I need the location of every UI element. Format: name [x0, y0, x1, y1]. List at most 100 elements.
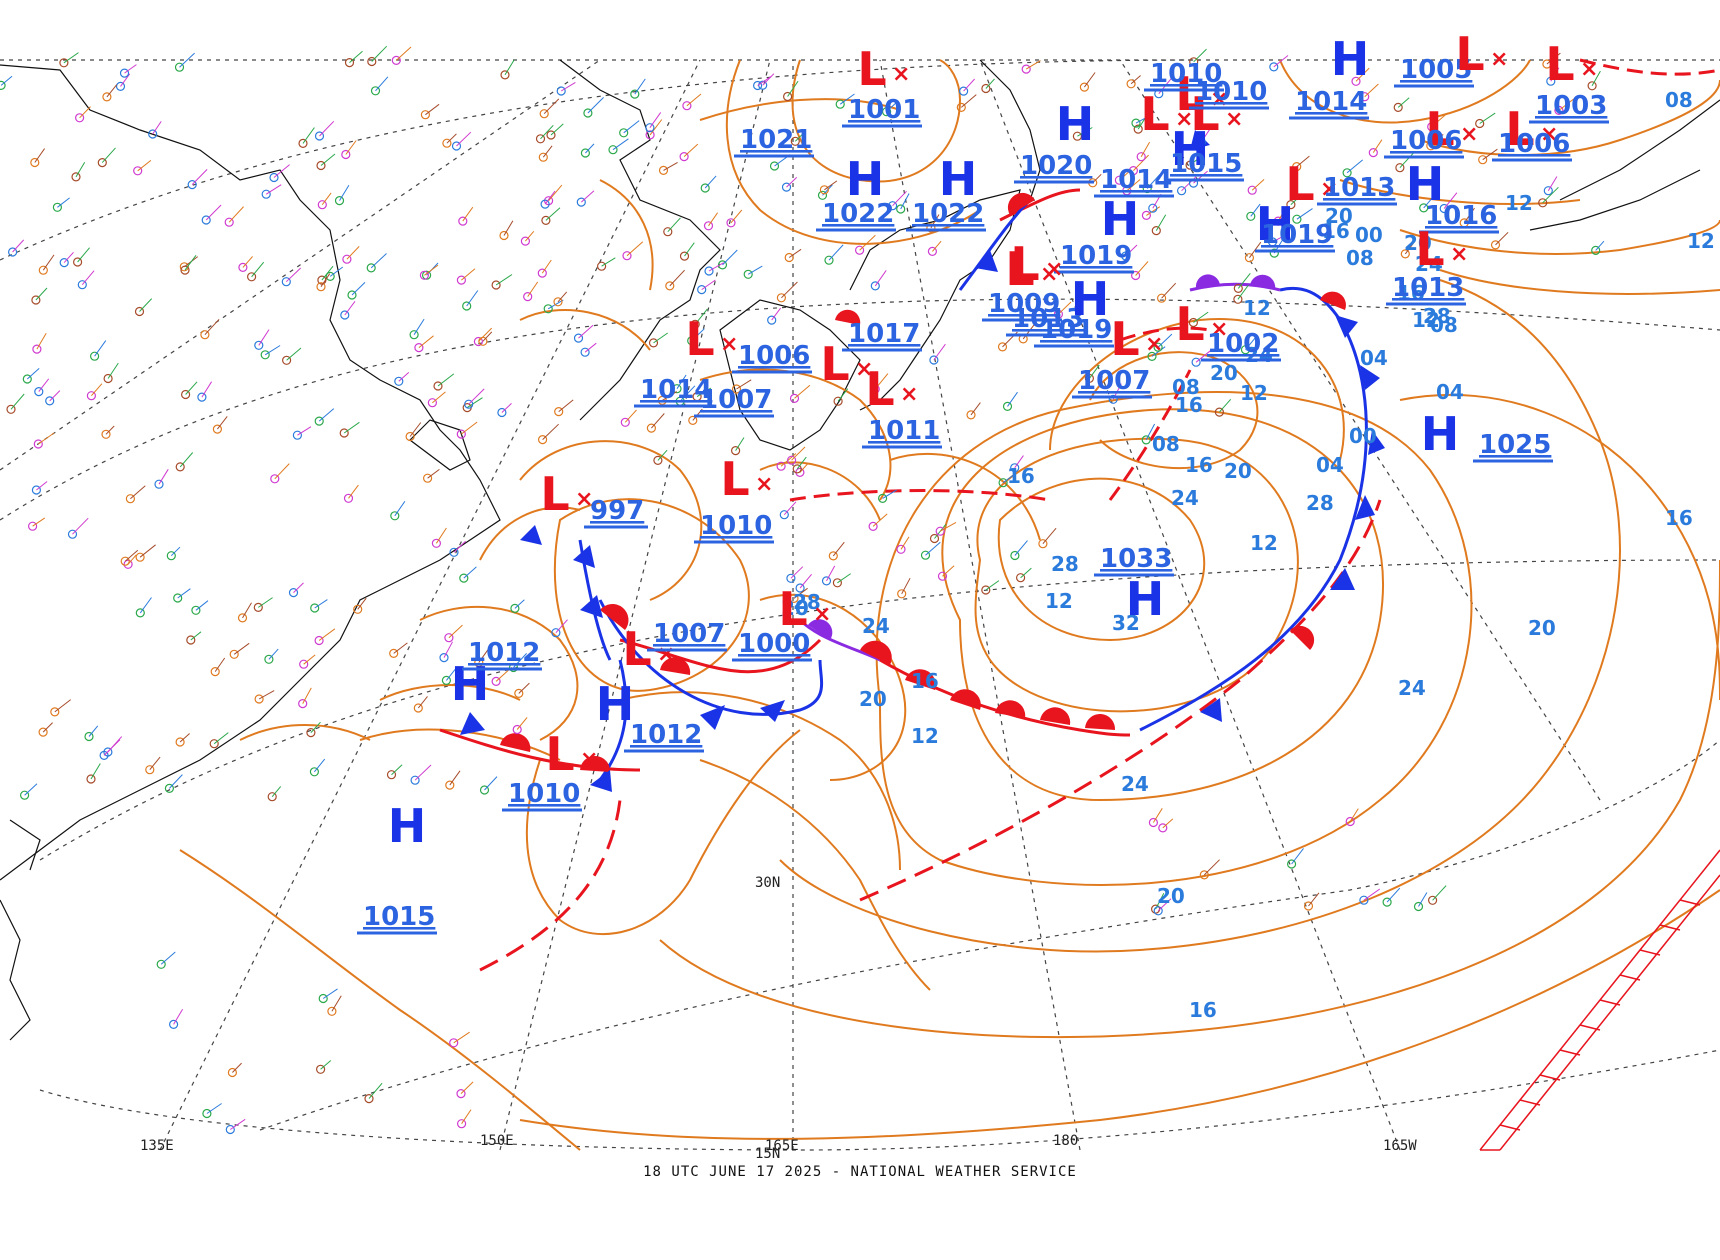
wind-barb: [1092, 173, 1102, 184]
station-symbol: [134, 306, 145, 317]
station-symbol: [1478, 155, 1488, 165]
station-symbol: [896, 544, 906, 554]
wind-barb: [205, 204, 222, 221]
wind-barb: [653, 332, 668, 344]
high-pressure-symbol: H: [1171, 122, 1210, 176]
station-symbol: [414, 343, 424, 353]
station-symbol: [1010, 463, 1020, 473]
station-symbol: [1142, 183, 1152, 194]
station-symbol: [697, 285, 707, 295]
wind-barb: [683, 143, 699, 157]
station-symbol: [1185, 160, 1195, 170]
low-center-marker: ×: [755, 472, 773, 497]
wind-barb: [828, 244, 844, 261]
high-pressure-symbol: H: [939, 152, 978, 206]
central-pressure-label: 997: [590, 496, 644, 526]
wind-barb: [484, 776, 498, 791]
station-symbol: [1136, 152, 1146, 162]
station-symbol: [499, 230, 509, 241]
station-symbol: [881, 107, 892, 117]
lon-label-135e: 135E: [140, 1138, 174, 1154]
station-symbol: [821, 576, 832, 586]
station-symbol: [30, 157, 40, 168]
wind-barb: [173, 1008, 184, 1025]
station-symbol: [409, 330, 419, 340]
station-symbol: [314, 131, 325, 141]
central-pressure-label: 1010: [1150, 59, 1222, 89]
station-symbol: [67, 529, 78, 539]
central-pressure-label: 1020: [1020, 151, 1092, 181]
station-symbol: [260, 350, 270, 360]
station-symbol: [0, 80, 6, 90]
wind-barb: [329, 266, 344, 277]
isobar-value-label: 20: [1157, 884, 1185, 908]
wind-barb: [137, 160, 152, 172]
isobar-value-label: 12: [1412, 308, 1440, 332]
wind-barb: [793, 587, 808, 599]
station-symbol: [478, 336, 488, 346]
station-symbol: [288, 587, 299, 598]
station-symbol: [1395, 163, 1405, 173]
wind-barb: [1126, 179, 1141, 192]
wind-barb: [1277, 205, 1288, 222]
wind-barb: [757, 75, 773, 86]
wind-barb: [501, 403, 512, 413]
wind-barb: [985, 580, 1000, 591]
wind-barb: [1591, 70, 1601, 87]
wind-barb: [612, 138, 629, 151]
wind-barb: [1007, 391, 1018, 407]
station-symbol: [444, 633, 454, 643]
wind-barb: [72, 517, 89, 535]
wind-barb: [461, 268, 476, 281]
wind-barb: [1203, 859, 1220, 876]
wind-barb: [1431, 112, 1448, 128]
station-symbol: [431, 538, 441, 548]
isobar-value-label: 12: [1243, 296, 1271, 320]
wind-barb: [624, 409, 637, 423]
wind-barb: [214, 657, 226, 672]
station-symbol: [553, 297, 563, 307]
wind-barb: [320, 1060, 332, 1070]
station-symbol: [1156, 293, 1167, 303]
isobar-value-label: 12: [1240, 381, 1268, 405]
station-symbol: [703, 221, 714, 231]
central-pressure-label: 1012: [468, 638, 540, 668]
station-symbol: [1419, 203, 1429, 213]
wind-barb: [435, 527, 447, 544]
central-pressure-label: 1019: [1261, 220, 1333, 250]
station-symbol: [833, 396, 843, 406]
wind-barb: [1355, 67, 1370, 82]
wind-barb: [601, 257, 616, 267]
wind-barb: [1418, 892, 1428, 907]
station-symbol: [180, 265, 190, 275]
wind-barb: [179, 733, 190, 743]
station-symbol: [86, 774, 96, 784]
station-symbol: [32, 344, 42, 354]
station-symbol: [653, 455, 663, 465]
lon-label-165w: 165W: [1383, 1138, 1417, 1154]
station-symbol: [535, 134, 546, 144]
low-pressure-symbol: L: [1545, 37, 1574, 91]
wind-barb: [662, 391, 678, 401]
wind-barb: [478, 327, 493, 342]
wind-barb: [1130, 75, 1141, 85]
wind-barb: [1189, 156, 1202, 166]
station-symbol: [819, 185, 830, 195]
wind-barb: [204, 318, 220, 336]
wind-barb: [791, 446, 806, 461]
station-symbol: [937, 571, 948, 581]
station-symbol: [665, 281, 675, 291]
station-symbol: [339, 428, 349, 438]
wind-barb: [686, 93, 702, 107]
wind-barb: [453, 1031, 470, 1044]
wind-barb: [1542, 186, 1559, 204]
station-symbol: [541, 215, 551, 225]
station-symbol: [125, 494, 135, 504]
station-symbol: [115, 81, 126, 92]
wind-barb: [696, 387, 712, 398]
station-symbol: [690, 319, 700, 329]
station-symbol: [776, 461, 786, 471]
fronts: [439, 58, 1720, 972]
wind-barb: [424, 264, 439, 276]
